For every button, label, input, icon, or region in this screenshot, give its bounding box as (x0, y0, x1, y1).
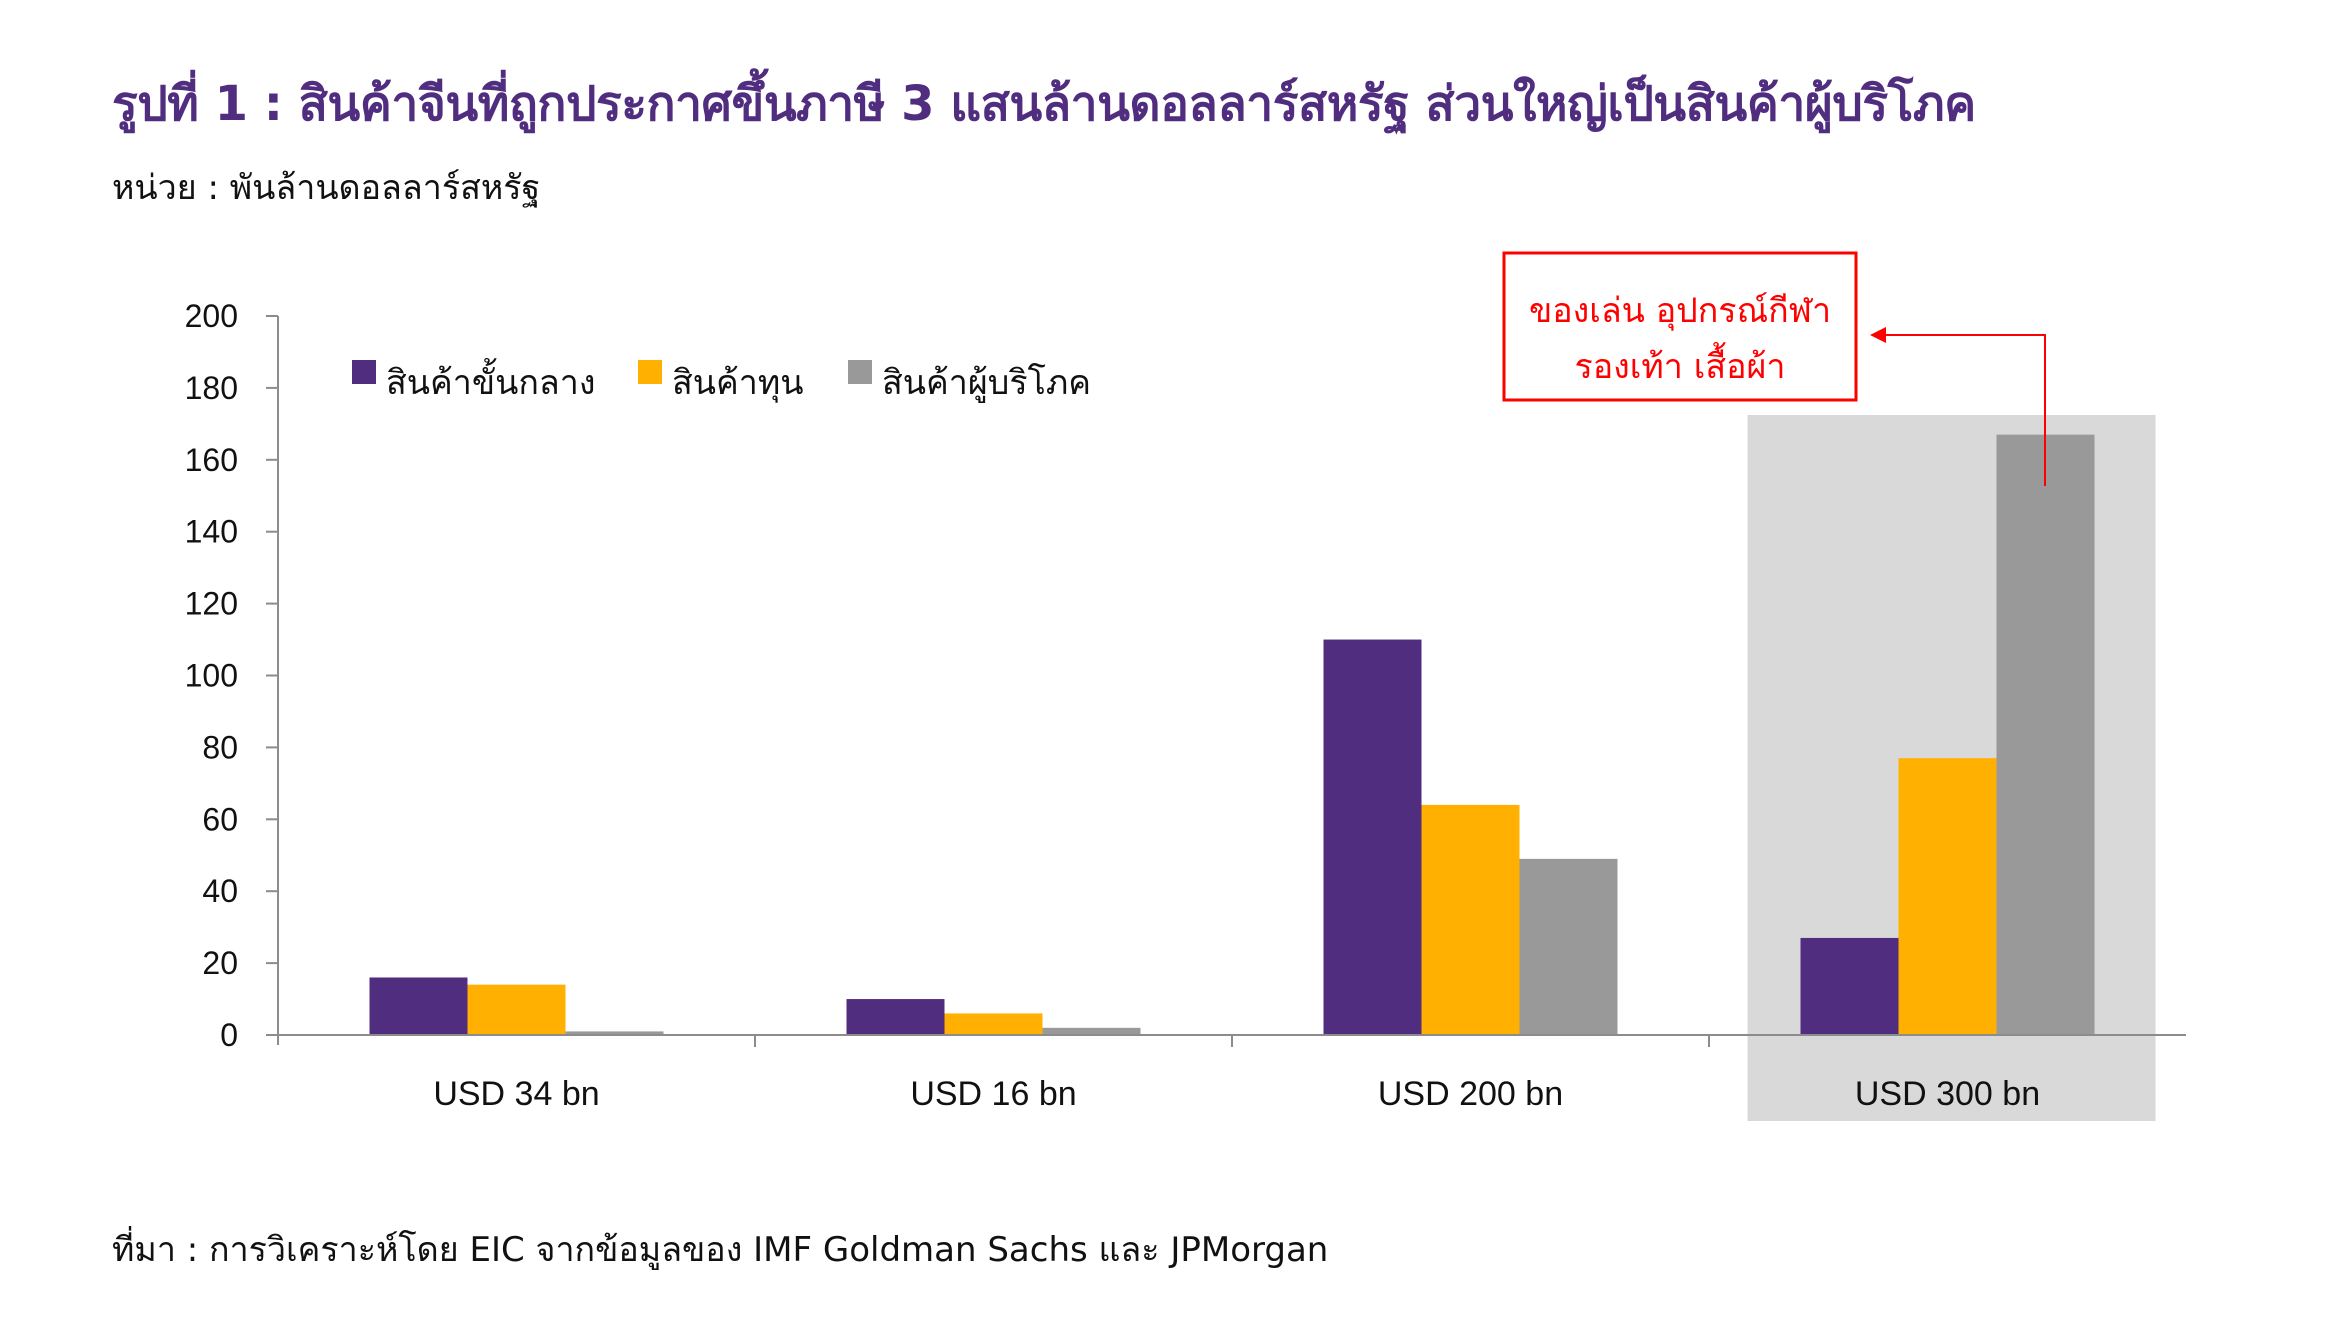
annotation-box (1502, 251, 1858, 402)
y-tick-label: 140 (185, 514, 238, 550)
bar-3-2 (1042, 1027, 1141, 1035)
unit-label: หน่วย : พันล้านดอลลาร์สหรัฐ (112, 168, 541, 208)
source-note: ที่มา : การวิเคราะห์โดย EIC จากข้อมูลของ… (112, 1230, 1329, 1270)
bars-layer (369, 434, 2095, 1035)
bar-1-3 (1323, 639, 1422, 1035)
x-tick-label: USD 300 bn (1855, 1075, 2040, 1113)
legend: สินค้าขั้นกลาง สินค้าทุน สินค้าผู้บริโภค (352, 358, 1091, 403)
y-tick-label: 40 (202, 873, 238, 909)
bar-1-1 (369, 977, 468, 1035)
legend-swatch (848, 360, 872, 384)
annotation-text: รองเท้า เสื้อผ้า (1574, 342, 1785, 387)
bar-2-2 (944, 1013, 1043, 1035)
y-tick-label: 0 (220, 1017, 238, 1053)
bar-3-1 (565, 1031, 664, 1035)
annotation-text: ของเล่น อุปกรณ์กีฬา (1529, 291, 1831, 331)
legend-label: สินค้าผู้บริโภค (882, 363, 1091, 403)
y-tick-label: 20 (202, 945, 238, 981)
chart-title: รูปที่ 1 : สินค้าจีนที่ถูกประกาศขึ้นภาษี… (112, 76, 1976, 132)
annotation-arrowhead (1870, 327, 1886, 343)
bar-1-2 (846, 999, 945, 1035)
bar-3-3 (1519, 858, 1618, 1035)
legend-label: สินค้าขั้นกลาง (386, 358, 595, 403)
x-tick-label: USD 34 bn (433, 1075, 599, 1113)
legend-label: สินค้าทุน (672, 363, 803, 403)
y-tick-label: 160 (185, 442, 238, 478)
y-tick-label: 200 (185, 298, 238, 334)
axes-layer: USD 34 bn USD 16 bn USD 200 bn USD 300 bn 0 2… (185, 298, 2186, 1113)
bar-3-4 (1996, 434, 2095, 1035)
bar-1-4 (1800, 937, 1899, 1035)
y-tick-label: 120 (185, 586, 238, 622)
y-tick-label: 60 (202, 801, 238, 837)
x-tick-label: USD 16 bn (910, 1075, 1076, 1113)
bar-2-3 (1421, 804, 1520, 1035)
y-tick-label: 180 (185, 370, 238, 406)
legend-swatch (352, 360, 376, 384)
x-tick-label: USD 200 bn (1378, 1075, 1563, 1113)
y-tick-label: 80 (202, 729, 238, 765)
annotation-arrow-line (1880, 334, 2046, 486)
bar-2-4 (1898, 758, 1997, 1035)
bar-2-1 (467, 984, 566, 1035)
legend-swatch (638, 360, 662, 384)
y-tick-label: 100 (185, 658, 238, 694)
